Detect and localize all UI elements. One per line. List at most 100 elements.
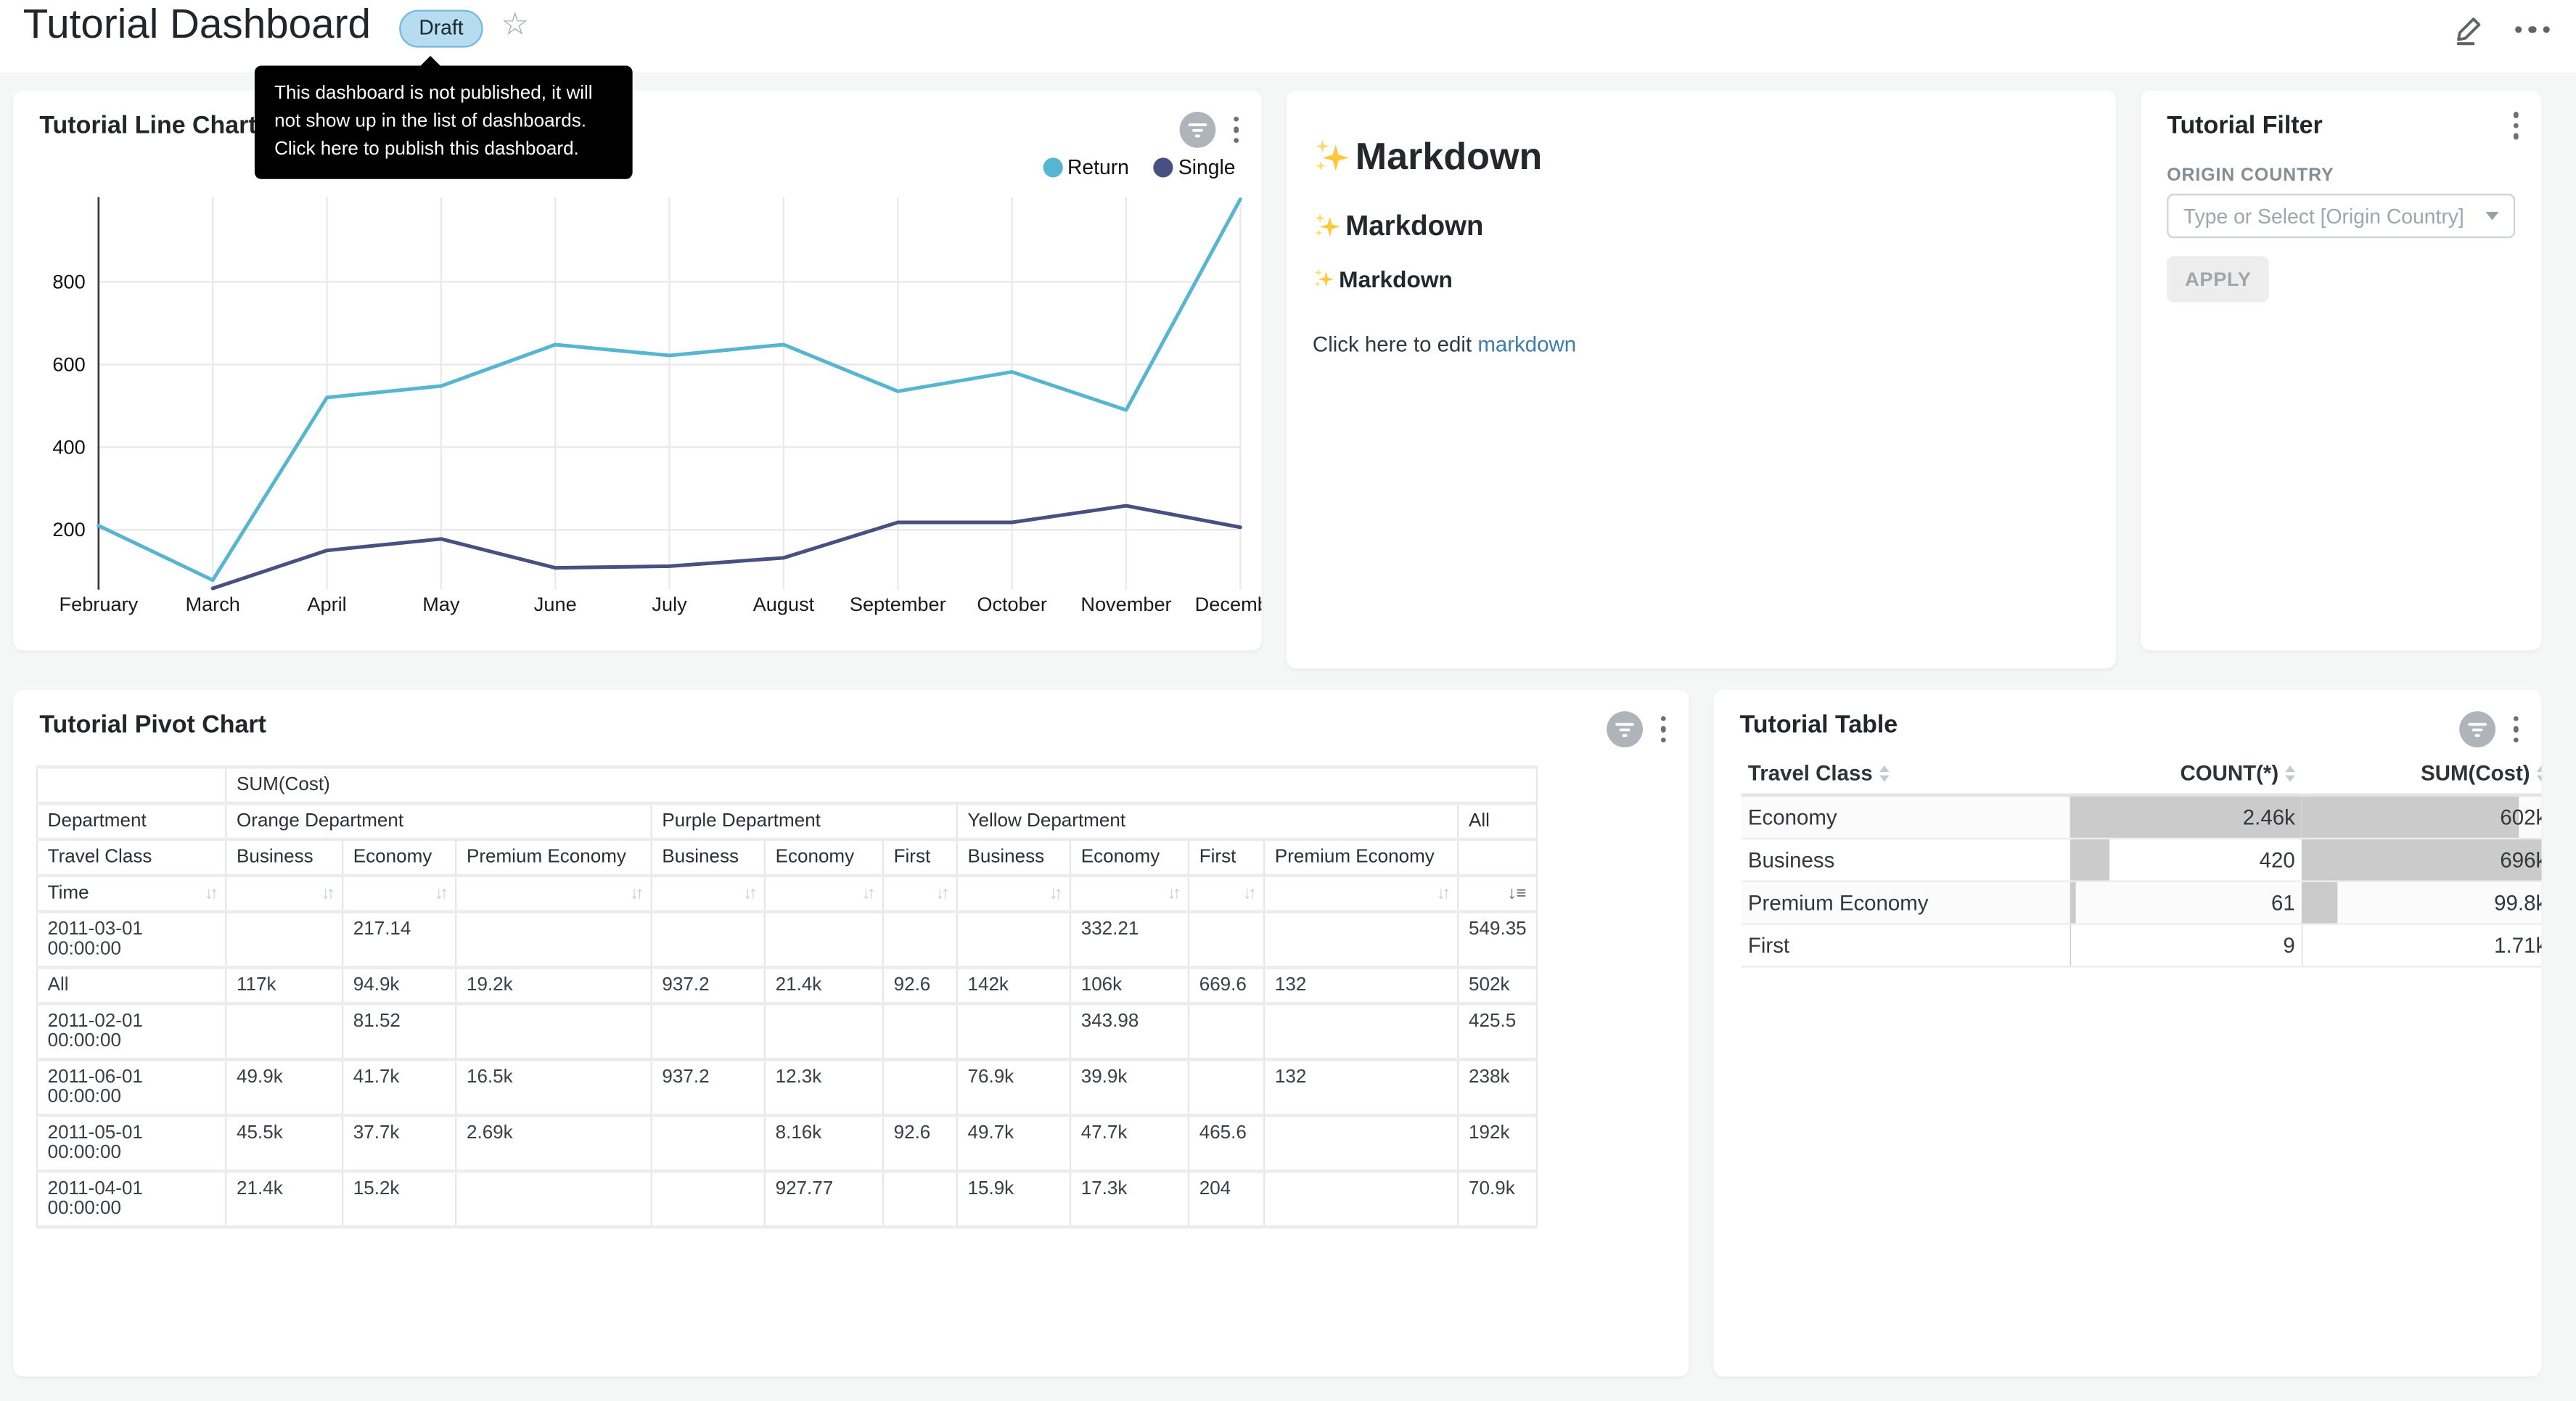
travel-class-label: Business (650, 837, 766, 877)
svg-text:December: December (1195, 593, 1262, 615)
pivot-cell (1263, 910, 1459, 969)
pivot-cell: 142k (956, 966, 1072, 1006)
svg-text:September: September (850, 593, 946, 615)
legend-item-return[interactable]: Return (1043, 156, 1129, 179)
header-count[interactable]: COUNT(*) (2070, 752, 2302, 797)
travel-class-label: First (882, 837, 958, 877)
travel-class-cell: Business (1741, 838, 2070, 882)
pivot-cell: 21.4k (763, 966, 885, 1006)
pivot-row: 2011-03-01 00:00:00 217.14 332.21 549.35 (36, 910, 1538, 969)
svg-text:August: August (753, 593, 815, 615)
edit-dashboard-button[interactable] (2452, 13, 2485, 46)
legend-item-single[interactable]: Single (1153, 156, 1236, 179)
pivot-cell: 343.98 (1069, 1002, 1190, 1061)
kebab-menu-button[interactable] (2512, 111, 2519, 139)
pivot-cell (882, 1058, 958, 1117)
pivot-cell: 41.7k (341, 1058, 457, 1117)
pivot-cell: 106k (1069, 966, 1190, 1006)
pivot-cell: 16.5k (455, 1058, 652, 1117)
pivot-cell: 39.9k (1069, 1058, 1190, 1117)
pivot-cell: 37.7k (341, 1113, 457, 1173)
sort-toggle-icon[interactable]: ↓↑ (204, 884, 218, 904)
pivot-class-row: Travel Class Business Economy Premium Econo… (36, 837, 1538, 877)
pivot-cell (455, 910, 652, 969)
header-travel-class[interactable]: Travel Class (1741, 752, 2070, 797)
pivot-row: All 117k 94.9k 19.2k 937.2 21.4k 92.6 142k 106k 6… (36, 966, 1538, 1006)
sparkles-icon (1316, 139, 1349, 170)
panel-tutorial-filter: Tutorial Filter ORIGIN COUNTRY Type or S… (2140, 90, 2542, 651)
kebab-menu-button[interactable] (1233, 116, 1239, 144)
panel-tutorial-pivot-chart: Tutorial Pivot Chart SUM(Cost) Department… (13, 689, 1689, 1377)
markdown-paragraph: Click here to edit markdown (1312, 332, 1577, 357)
svg-text:March: March (185, 593, 239, 615)
sort-toggle-icon[interactable]: ↓↑ (321, 884, 335, 904)
sort-toggle-icon[interactable]: ↓↑ (743, 884, 757, 904)
pivot-cell (650, 1169, 766, 1229)
pivot-cell: 49.7k (956, 1113, 1072, 1173)
pivot-cell: 132 (1263, 1058, 1459, 1117)
dashboard-header: Tutorial Dashboard Draft ☆ (0, 0, 2576, 73)
pivot-cell (882, 910, 958, 969)
sort-toggle-icon[interactable]: ↓↑ (1049, 884, 1063, 904)
table-header-row: Travel Class COUNT(*) SUM(Cost) (1741, 752, 2542, 797)
sort-toggle-icon[interactable]: ↓↑ (935, 884, 949, 904)
pivot-cell (455, 1002, 652, 1061)
pivot-cell: 92.6 (882, 966, 958, 1006)
apply-button[interactable]: APPLY (2167, 256, 2270, 303)
table-title: Tutorial Table (1739, 711, 1898, 739)
sort-caret-icon (2536, 764, 2542, 781)
pivot-cell: 238k (1457, 1058, 1538, 1117)
svg-text:June: June (534, 593, 577, 615)
sum-cost-cell: 99.8k (2301, 881, 2542, 925)
sparkles-icon (1314, 268, 1334, 287)
sort-toggle-icon[interactable]: ↓↑ (1242, 884, 1257, 904)
all-column-label: All (1457, 801, 1538, 842)
more-options-button[interactable] (2514, 25, 2550, 33)
pivot-cell: 8.16k (763, 1113, 885, 1173)
sort-toggle-icon[interactable]: ↓↑ (630, 884, 644, 904)
svg-text:800: 800 (52, 270, 85, 292)
pivot-row-label: All (36, 966, 227, 1006)
pivot-row-label: 2011-06-01 00:00:00 (36, 1058, 227, 1117)
pivot-cell: 15.9k (956, 1169, 1072, 1229)
pivot-cell: 117k (225, 966, 344, 1006)
pivot-sort-row: Time ↓↑ ↓↑ ↓↑ ↓↑ ↓↑ ↓↑ ↓↑ ↓↑ ↓↑ ↓↑ ↓↑ ↓≡ (36, 874, 1538, 913)
travel-class-label: Economy (341, 837, 457, 877)
status-badge[interactable]: Draft (399, 9, 483, 48)
svg-text:October: October (977, 593, 1047, 615)
origin-country-select[interactable]: Type or Select [Origin Country] (2167, 194, 2516, 239)
sort-toggle-icon[interactable]: ↓↑ (1436, 884, 1451, 904)
sort-toggle-icon[interactable]: ↓↑ (1167, 884, 1181, 904)
pivot-department-row: Department Orange Department Purple Depart… (36, 801, 1538, 842)
svg-text:May: May (422, 593, 460, 615)
edit-markdown-link[interactable]: markdown (1477, 332, 1577, 357)
tooltip-arrow (419, 55, 443, 67)
row-dimension-label: Travel Class (36, 837, 227, 877)
kebab-menu-button[interactable] (1660, 715, 1666, 743)
sort-toggle-icon[interactable]: ↓↑ (861, 884, 875, 904)
count-cell: 61 (2070, 881, 2302, 925)
sort-desc-icon[interactable]: ↓≡ (1507, 884, 1527, 904)
filter-badge-icon[interactable] (1178, 111, 1215, 148)
pivot-cell: 17.3k (1069, 1169, 1190, 1229)
pivot-cell (1263, 1002, 1459, 1061)
pivot-title: Tutorial Pivot Chart (39, 711, 266, 739)
header-sum-cost[interactable]: SUM(Cost) (2301, 752, 2542, 797)
draft-tooltip: This dashboard is not published, it will… (254, 55, 633, 179)
table-row: First 9 1.71k (1741, 924, 2542, 968)
pivot-cell (1187, 1058, 1266, 1117)
filter-badge-icon[interactable] (2458, 711, 2495, 748)
line-chart-plot: 200 400 600 800 February March April May June Jul… (52, 197, 1262, 615)
svg-text:February: February (60, 593, 139, 615)
kebab-menu-button[interactable] (2512, 715, 2519, 743)
filter-badge-icon[interactable] (1606, 711, 1642, 748)
favorite-star-icon[interactable]: ☆ (501, 8, 530, 43)
pivot-cell: 94.9k (341, 966, 457, 1006)
pivot-cell: 937.2 (650, 1058, 766, 1117)
sort-toggle-icon[interactable]: ↓↑ (434, 884, 448, 904)
pivot-row-label: 2011-03-01 00:00:00 (36, 910, 227, 969)
pivot-row-label: 2011-05-01 00:00:00 (36, 1113, 227, 1173)
pivot-cell: 47.7k (1069, 1113, 1190, 1173)
count-cell: 420 (2070, 838, 2302, 882)
